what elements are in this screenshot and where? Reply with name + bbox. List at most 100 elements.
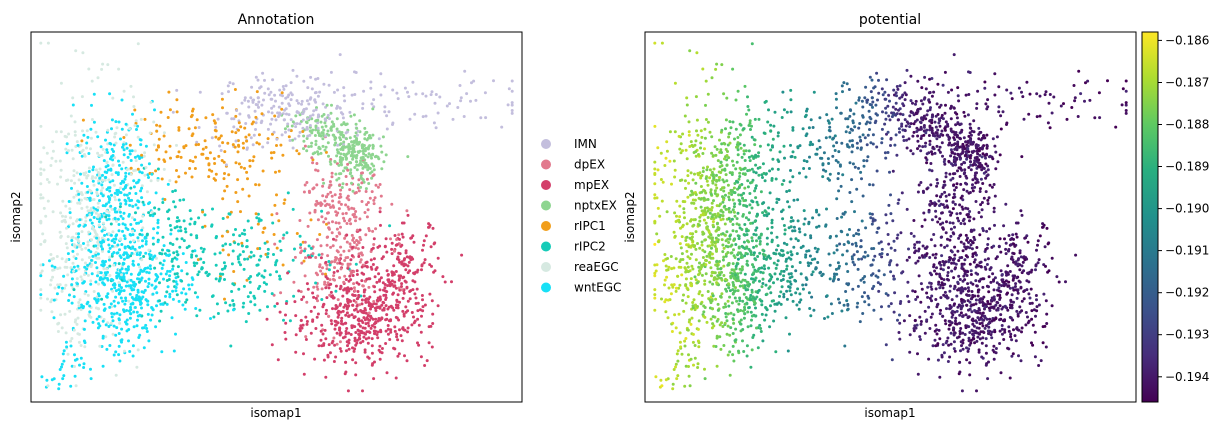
potential-point [672,159,676,163]
potential-point [712,167,716,171]
annotation-point [121,145,124,149]
annotation-point [407,260,411,264]
annotation-point [98,278,102,282]
potential-point [673,313,677,317]
potential-point [911,101,914,105]
potential-point [969,338,973,342]
potential-point [978,187,982,191]
potential-point [916,139,920,143]
potential-point [913,246,916,250]
annotation-point [114,295,118,299]
potential-point [953,172,957,176]
annotation-point [375,333,379,337]
annotation-point [406,213,410,217]
potential-point [681,149,684,153]
annotation-point [402,258,406,262]
annotation-point [431,322,435,325]
potential-point [665,140,669,144]
potential-point [891,105,895,109]
annotation-point [96,206,100,209]
annotation-point [119,237,123,241]
annotation-point [263,289,267,293]
annotation-point [232,308,235,312]
annotation-point [185,272,189,276]
potential-point [688,257,692,260]
annotation-point [102,226,106,229]
annotation-point [133,149,137,153]
annotation-point [366,317,370,321]
annotation-point [340,123,344,127]
potential-point [958,332,962,336]
potential-point [914,99,918,103]
annotation-point [310,156,314,160]
potential-point [962,110,966,114]
potential-point [954,319,957,323]
potential-point [728,237,732,241]
potential-point [1004,252,1008,256]
potential-point [803,217,807,221]
potential-point [827,252,831,256]
annotation-point [113,156,117,160]
annotation-point [327,343,331,347]
potential-point [761,339,765,343]
annotation-point [202,247,206,251]
potential-point [663,278,667,282]
annotation-point [345,340,349,344]
potential-point [828,277,832,281]
annotation-point [76,252,79,256]
potential-point [767,108,770,112]
potential-point [678,283,682,287]
annotation-point [113,210,117,214]
potential-point [998,329,1002,333]
potential-point [758,240,762,243]
potential-point [1008,270,1012,273]
annotation-point [297,101,300,105]
annotation-point [385,127,389,131]
potential-point [943,70,947,74]
annotation-point [336,143,340,147]
annotation-point [89,127,93,131]
potential-point [741,196,744,200]
annotation-point [132,95,135,99]
annotation-point [136,236,140,240]
annotation-point [281,85,285,88]
annotation-point [105,347,109,351]
annotation-point [362,335,366,339]
potential-point [758,251,762,255]
annotation-point [350,206,354,210]
annotation-point [284,107,288,111]
potential-point [941,260,945,263]
annotation-point [396,293,400,297]
annotation-point [42,206,46,210]
annotation-point [108,305,112,309]
annotation-point [128,143,132,147]
annotation-point [354,191,358,194]
potential-point [977,348,981,352]
annotation-point [330,341,334,345]
potential-point [944,341,948,345]
annotation-point [300,112,304,116]
annotation-point [345,130,349,134]
annotation-point [225,184,229,188]
legend-marker [541,200,551,211]
annotation-point [409,258,413,262]
annotation-point [333,278,336,282]
annotation-point [410,311,414,314]
annotation-point [207,163,211,167]
potential-point [1065,117,1069,121]
annotation-point [366,155,370,159]
annotation-point [327,117,331,121]
potential-point [863,96,867,100]
annotation-point [384,293,388,297]
annotation-point [138,245,142,249]
potential-point [738,122,742,126]
potential-point [997,105,1001,109]
annotation-point [210,136,214,140]
annotation-point [351,346,354,350]
potential-point [1000,327,1004,331]
annotation-point [177,299,181,303]
annotation-point [51,275,55,279]
annotation-point [214,172,218,176]
potential-point [683,344,687,348]
annotation-point [406,90,409,94]
